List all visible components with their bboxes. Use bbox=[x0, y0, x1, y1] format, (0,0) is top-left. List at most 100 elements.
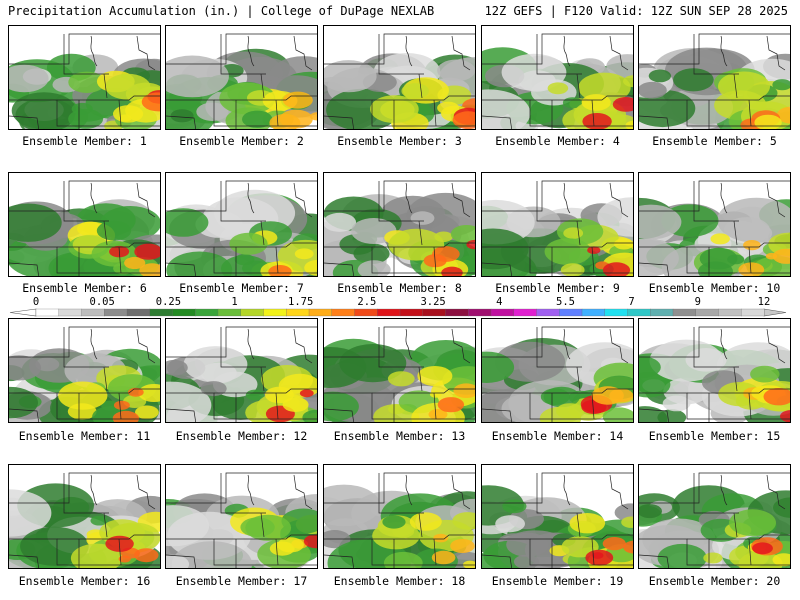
state-border-line bbox=[103, 73, 108, 99]
state-border-line bbox=[103, 220, 108, 246]
colorbar-swatch bbox=[354, 308, 378, 317]
state-border-line bbox=[324, 180, 475, 212]
state-border-line bbox=[405, 182, 413, 214]
precip-contour bbox=[279, 109, 313, 129]
state-border-line bbox=[482, 408, 513, 422]
precip-contour bbox=[547, 82, 569, 95]
state-border-line bbox=[378, 34, 424, 75]
precip-contour bbox=[433, 533, 449, 543]
precip-contour bbox=[357, 260, 391, 276]
state-border-line bbox=[260, 220, 265, 246]
state-border-line bbox=[214, 534, 317, 540]
precip-contour bbox=[299, 389, 314, 398]
state-border-line bbox=[324, 99, 475, 127]
state-border-line bbox=[63, 181, 109, 222]
state-border-line bbox=[609, 328, 629, 364]
colorbar-tick-label: 0 bbox=[32, 296, 40, 308]
ensemble-member-map bbox=[323, 318, 476, 423]
precip-contour bbox=[727, 254, 745, 265]
ensemble-member-caption: Ensemble Member: 2 bbox=[179, 134, 304, 148]
ensemble-member-caption: Ensemble Member: 14 bbox=[491, 429, 624, 443]
state-border-line bbox=[451, 474, 471, 510]
colorbar-tick-label: 9 bbox=[694, 296, 701, 308]
state-border-line bbox=[482, 99, 633, 127]
colorbar-swatch bbox=[445, 308, 469, 317]
state-border-line bbox=[324, 554, 355, 568]
precip-contour bbox=[614, 238, 633, 250]
colorbar-swatch bbox=[126, 308, 151, 317]
state-border-line bbox=[639, 99, 790, 127]
state-border-line bbox=[576, 73, 581, 99]
state-border-line bbox=[639, 326, 790, 358]
precip-map bbox=[9, 326, 160, 422]
state-border-line bbox=[536, 181, 582, 222]
precip-map bbox=[166, 472, 317, 568]
state-border-line bbox=[733, 73, 738, 99]
ensemble-member-map bbox=[323, 172, 476, 277]
ensemble-member-caption: Ensemble Member: 1 bbox=[22, 134, 147, 148]
colorbar-swatch bbox=[217, 308, 242, 317]
state-border-line bbox=[639, 33, 790, 65]
state-border-line bbox=[451, 35, 471, 71]
precip-contour bbox=[70, 543, 123, 568]
precip-contour bbox=[118, 114, 132, 122]
state-border-line bbox=[136, 35, 156, 71]
state-border-line bbox=[591, 246, 595, 274]
state-border-line bbox=[748, 392, 752, 420]
state-border-line bbox=[639, 538, 790, 566]
state-border-line bbox=[118, 246, 122, 274]
precip-contour bbox=[657, 543, 707, 568]
state-border-line bbox=[687, 388, 790, 394]
precip-contour bbox=[324, 212, 357, 232]
precip-contour bbox=[183, 346, 248, 383]
precip-map bbox=[482, 326, 633, 422]
state-border-line bbox=[639, 408, 670, 422]
precip-contour bbox=[245, 514, 292, 541]
colorbar-swatch bbox=[718, 308, 742, 317]
state-border-line bbox=[720, 182, 728, 214]
colorbar-swatch bbox=[308, 308, 333, 317]
state-border-line bbox=[639, 472, 790, 504]
colorbar-swatch bbox=[240, 308, 264, 317]
state-border-line bbox=[324, 538, 475, 566]
precip-map bbox=[166, 180, 317, 276]
precip-contour bbox=[166, 505, 210, 547]
state-border-line bbox=[247, 328, 255, 360]
colorbar-tick-label: 7 bbox=[628, 296, 635, 308]
state-border-line bbox=[324, 33, 475, 65]
colorbar-swatch bbox=[263, 308, 287, 317]
precip-contour bbox=[569, 513, 606, 534]
state-border-line bbox=[220, 473, 266, 514]
precip-contour bbox=[662, 395, 691, 412]
state-border-line bbox=[766, 35, 786, 71]
precip-map bbox=[639, 326, 790, 422]
precip-contour bbox=[463, 560, 475, 568]
precip-contour bbox=[482, 89, 531, 129]
state-border-line bbox=[766, 182, 786, 218]
state-border-line bbox=[536, 473, 582, 514]
state-border-line bbox=[63, 473, 109, 514]
state-border-line bbox=[90, 328, 98, 360]
precip-contour bbox=[221, 255, 269, 276]
state-border-line bbox=[687, 95, 790, 101]
precip-contour bbox=[729, 509, 776, 537]
precip-map bbox=[482, 180, 633, 276]
precip-contour bbox=[750, 365, 780, 383]
precip-contour bbox=[561, 536, 599, 558]
state-border-line bbox=[324, 326, 475, 358]
state-border-line bbox=[748, 538, 752, 566]
ensemble-member-map bbox=[165, 172, 318, 277]
precip-contour bbox=[606, 54, 633, 79]
precip-contour bbox=[428, 409, 448, 420]
precip-contour bbox=[303, 534, 317, 549]
state-border-line bbox=[9, 408, 40, 422]
precip-contour bbox=[639, 89, 696, 128]
precip-contour bbox=[639, 504, 662, 519]
colorbar-swatch bbox=[581, 308, 606, 317]
state-border-line bbox=[693, 473, 739, 514]
precip-contour bbox=[9, 355, 42, 381]
precip-contour bbox=[639, 81, 667, 99]
precip-contour bbox=[432, 246, 460, 262]
state-border-line bbox=[482, 115, 513, 129]
colorbar-tick-label: 5.5 bbox=[556, 296, 575, 308]
